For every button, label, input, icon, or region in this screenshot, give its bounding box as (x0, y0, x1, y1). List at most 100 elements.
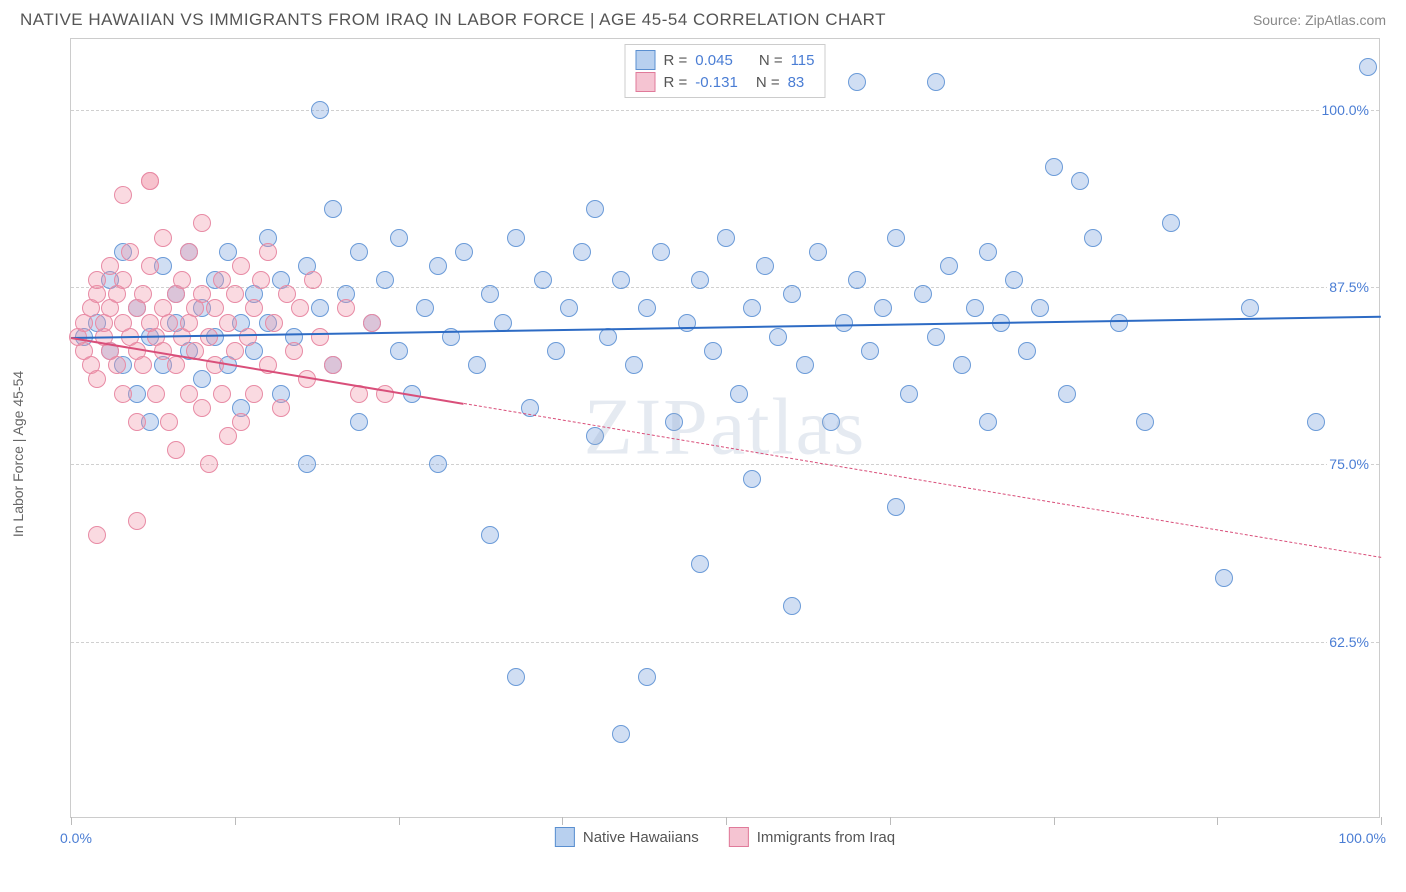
scatter-point (481, 285, 499, 303)
y-tick-label: 62.5% (1327, 634, 1371, 650)
scatter-point (625, 356, 643, 374)
scatter-point (141, 172, 159, 190)
scatter-point (481, 526, 499, 544)
scatter-point (717, 229, 735, 247)
scatter-point (756, 257, 774, 275)
scatter-point (219, 427, 237, 445)
gridline (71, 110, 1379, 111)
n-value-iraq: 83 (788, 74, 805, 91)
scatter-point (206, 356, 224, 374)
correlation-legend: R = 0.045 N = 115 R = -0.131 N = 83 (625, 44, 826, 98)
scatter-point (193, 370, 211, 388)
scatter-point (822, 413, 840, 431)
scatter-point (311, 328, 329, 346)
scatter-point (232, 413, 250, 431)
scatter-point (1162, 214, 1180, 232)
scatter-point (167, 356, 185, 374)
scatter-point (219, 314, 237, 332)
y-tick-label: 87.5% (1327, 279, 1371, 295)
scatter-point (1215, 569, 1233, 587)
scatter-point (835, 314, 853, 332)
scatter-point (278, 285, 296, 303)
scatter-point (154, 229, 172, 247)
gridline (71, 464, 1379, 465)
scatter-point (900, 385, 918, 403)
scatter-point (927, 73, 945, 91)
swatch-iraq (636, 72, 656, 92)
scatter-point (783, 285, 801, 303)
scatter-point (874, 299, 892, 317)
scatter-point (612, 725, 630, 743)
scatter-point (743, 299, 761, 317)
scatter-point (1241, 299, 1259, 317)
scatter-point (887, 498, 905, 516)
scatter-point (134, 356, 152, 374)
chart-header: NATIVE HAWAIIAN VS IMMIGRANTS FROM IRAQ … (0, 0, 1406, 38)
n-label: N = (759, 52, 783, 69)
scatter-chart: ZIPatlas R = 0.045 N = 115 R = -0.131 N … (70, 38, 1380, 818)
x-tick (726, 817, 727, 825)
chart-title: NATIVE HAWAIIAN VS IMMIGRANTS FROM IRAQ … (20, 10, 886, 30)
scatter-point (848, 271, 866, 289)
scatter-point (180, 385, 198, 403)
y-tick-label: 75.0% (1327, 456, 1371, 472)
scatter-point (914, 285, 932, 303)
scatter-point (193, 399, 211, 417)
gridline (71, 642, 1379, 643)
scatter-point (966, 299, 984, 317)
scatter-point (213, 271, 231, 289)
scatter-point (265, 314, 283, 332)
scatter-point (226, 285, 244, 303)
scatter-point (507, 668, 525, 686)
series-legend: Native Hawaiians Immigrants from Iraq (555, 827, 895, 847)
scatter-point (114, 186, 132, 204)
scatter-point (219, 243, 237, 261)
gridline (71, 287, 1379, 288)
scatter-point (88, 370, 106, 388)
scatter-point (704, 342, 722, 360)
scatter-point (848, 73, 866, 91)
x-tick (1217, 817, 1218, 825)
scatter-point (363, 314, 381, 332)
scatter-point (200, 455, 218, 473)
scatter-point (809, 243, 827, 261)
scatter-point (599, 328, 617, 346)
legend-label-iraq: Immigrants from Iraq (757, 829, 895, 846)
scatter-point (245, 299, 263, 317)
swatch-iraq-icon (729, 827, 749, 847)
legend-row-iraq: R = -0.131 N = 83 (636, 71, 815, 93)
scatter-point (114, 385, 132, 403)
r-label: R = (664, 52, 688, 69)
scatter-point (455, 243, 473, 261)
r-label: R = (664, 74, 688, 91)
scatter-point (128, 512, 146, 530)
scatter-point (638, 299, 656, 317)
scatter-point (304, 271, 322, 289)
x-axis-max: 100.0% (1339, 830, 1386, 846)
scatter-point (783, 597, 801, 615)
scatter-point (108, 356, 126, 374)
scatter-point (252, 271, 270, 289)
scatter-point (416, 299, 434, 317)
scatter-point (1005, 271, 1023, 289)
scatter-point (324, 200, 342, 218)
x-tick (890, 817, 891, 825)
scatter-point (429, 257, 447, 275)
x-tick (1054, 817, 1055, 825)
scatter-point (147, 385, 165, 403)
scatter-point (376, 385, 394, 403)
scatter-point (390, 229, 408, 247)
scatter-point (573, 243, 591, 261)
scatter-point (193, 285, 211, 303)
scatter-point (298, 455, 316, 473)
legend-label-hawaiian: Native Hawaiians (583, 829, 699, 846)
swatch-hawaiian (636, 50, 656, 70)
scatter-point (796, 356, 814, 374)
scatter-point (1045, 158, 1063, 176)
scatter-point (285, 342, 303, 360)
x-tick (71, 817, 72, 825)
scatter-point (979, 243, 997, 261)
scatter-point (468, 356, 486, 374)
scatter-point (1031, 299, 1049, 317)
scatter-point (1110, 314, 1128, 332)
